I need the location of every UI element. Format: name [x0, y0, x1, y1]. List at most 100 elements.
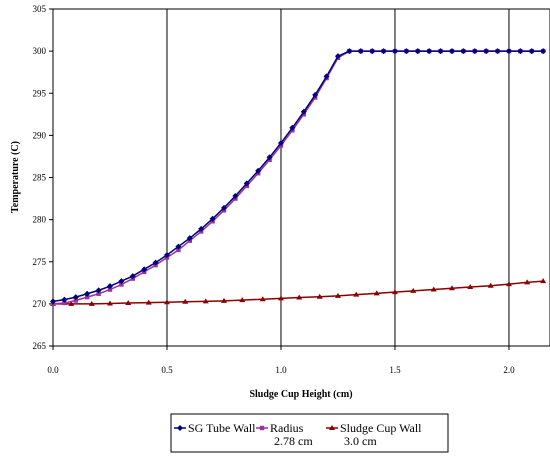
data-point: [391, 289, 398, 295]
x-tick-label: 2.0: [503, 365, 515, 375]
data-point: [540, 278, 547, 284]
data-point: [175, 243, 182, 250]
series-2: [50, 278, 547, 306]
y-tick-label: 280: [33, 215, 47, 225]
data-point: [414, 48, 421, 55]
data-point: [84, 290, 91, 297]
data-point: [505, 281, 512, 287]
data-point: [176, 247, 181, 253]
series-group: [50, 48, 547, 307]
data-point: [505, 48, 512, 55]
data-point: [540, 48, 547, 55]
data-point: [437, 48, 444, 55]
axes: 265 270 275 280 285 290 295 300 305 0.0 0.5 1.0 1.5 2…: [33, 4, 550, 375]
data-point: [68, 300, 75, 306]
data-point: [106, 283, 113, 290]
data-point: [300, 108, 307, 115]
legend-marker: [177, 425, 183, 431]
data-point: [357, 48, 364, 55]
data-point: [198, 225, 205, 232]
data-point: [517, 48, 524, 55]
data-point: [163, 252, 170, 259]
data-point: [255, 167, 262, 174]
data-point: [467, 284, 474, 290]
data-point: [323, 73, 330, 80]
data-point: [410, 287, 417, 293]
data-point: [88, 300, 95, 306]
legend-marker: [259, 425, 265, 431]
data-point: [448, 285, 455, 291]
y-tick-label: 285: [33, 173, 47, 183]
data-point: [220, 297, 227, 303]
data-point: [202, 298, 209, 304]
data-point: [220, 204, 227, 211]
data-point: [145, 299, 152, 305]
x-axis-title: Sludge Cup Height (cm): [249, 389, 352, 400]
data-point: [50, 298, 56, 305]
data-point: [289, 124, 296, 131]
data-point: [125, 300, 132, 306]
x-tick-label: 1.5: [389, 365, 401, 375]
data-point: [84, 294, 90, 300]
data-point: [494, 48, 501, 55]
data-point: [312, 91, 319, 98]
data-point: [346, 48, 353, 55]
data-point: [296, 294, 303, 300]
data-point: [369, 48, 376, 55]
x-tick-label: 0.5: [161, 365, 173, 375]
data-point: [243, 180, 250, 187]
series-0: [50, 48, 547, 305]
data-point: [72, 294, 79, 301]
data-point: [353, 291, 360, 297]
data-point: [119, 282, 124, 287]
data-point: [259, 296, 266, 302]
y-tick-label: 300: [33, 46, 47, 56]
data-point: [186, 235, 193, 242]
data-point: [129, 273, 136, 280]
data-point: [95, 287, 102, 294]
legend-label: SG Tube Wall: [188, 421, 256, 435]
data-point: [334, 292, 341, 298]
legend-label: Radius 2.78 cm: [270, 421, 313, 448]
x-tick-label: 1.0: [275, 365, 287, 375]
data-point: [448, 48, 455, 55]
legend-marker: [329, 425, 335, 430]
data-point: [277, 295, 284, 301]
y-tick-label: 275: [33, 257, 47, 267]
y-tick-label: 295: [33, 88, 47, 98]
y-axis-title: Temperature (C): [10, 141, 21, 213]
data-point: [524, 279, 531, 285]
data-point: [182, 298, 189, 304]
data-point: [403, 48, 410, 55]
data-point: [487, 282, 494, 288]
y-tick-label: 270: [33, 299, 47, 309]
data-point: [373, 290, 380, 296]
y-tick-label: 290: [33, 130, 47, 140]
data-point: [528, 48, 535, 55]
legend-box: [170, 413, 449, 453]
data-point: [96, 291, 101, 296]
data-point: [460, 48, 467, 55]
y-tick-label: 265: [33, 341, 47, 351]
data-point: [73, 298, 78, 303]
data-point: [471, 48, 478, 55]
grid-lines: [166, 9, 510, 346]
data-point: [106, 300, 113, 306]
data-point: [483, 48, 490, 55]
legend-label: Sludge Cup Wall 3.0 cm: [340, 421, 422, 448]
data-point: [107, 287, 113, 292]
data-point: [391, 48, 398, 55]
y-tick-label: 305: [33, 4, 47, 14]
data-point: [430, 286, 437, 292]
legend: SG Tube Wall Radius 2.78 cm Sludge Cup Wall…: [170, 413, 449, 453]
data-point: [61, 296, 68, 303]
data-point: [209, 215, 216, 222]
data-point: [141, 266, 148, 273]
data-point: [239, 297, 246, 303]
data-point: [118, 278, 125, 285]
x-tick-label: 0.0: [47, 365, 59, 375]
data-point: [426, 48, 433, 55]
data-point: [152, 259, 159, 266]
data-point: [266, 154, 273, 161]
